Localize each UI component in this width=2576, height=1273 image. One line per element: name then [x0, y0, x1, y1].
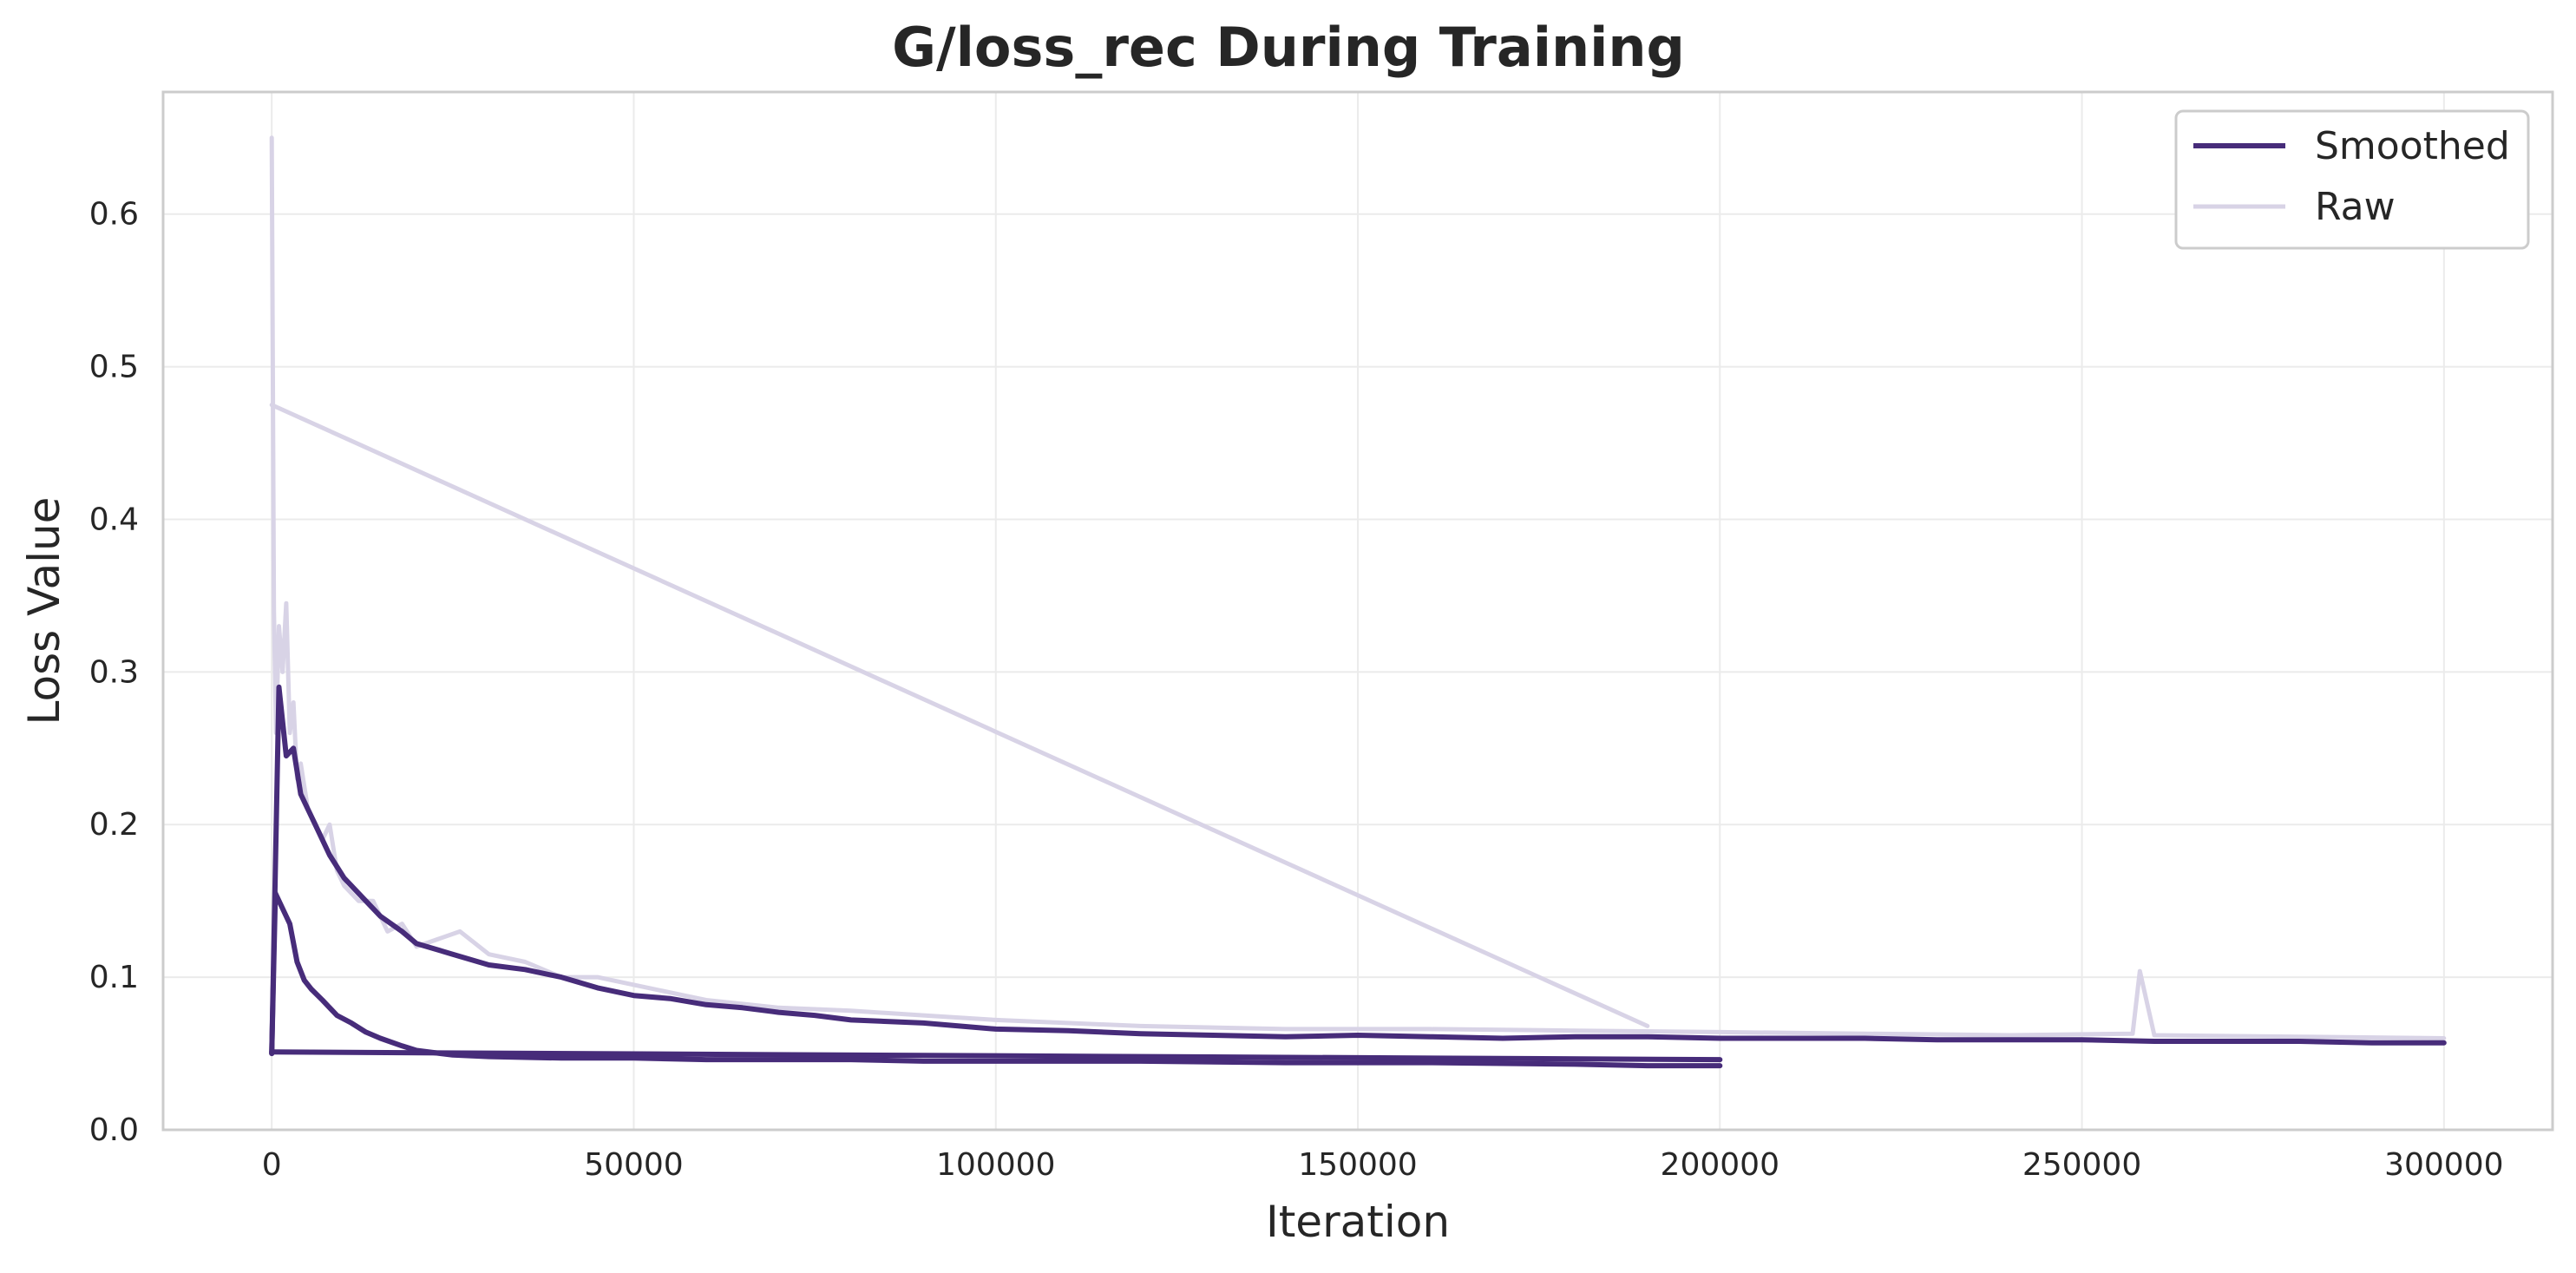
series-line-raw-0: [269, 135, 2447, 1040]
y-tick-label: 0.2: [89, 807, 139, 843]
y-tick-label: 0.0: [89, 1112, 139, 1148]
y-axis-label: Loss Value: [19, 497, 69, 725]
y-tick-label: 0.1: [89, 960, 139, 995]
series-line-smoothed-2: [269, 1049, 1723, 1063]
x-tick-label: 250000: [2022, 1147, 2141, 1183]
grid: [163, 92, 2553, 1131]
y-ticks: 0.0 0.1 0.2 0.3 0.4 0.5 0.6: [89, 197, 139, 1148]
legend: Smoothed Raw: [2174, 109, 2530, 250]
y-tick-label: 0.6: [89, 197, 139, 233]
series-line-smoothed-0: [269, 684, 2447, 1057]
x-tick-label: 300000: [2384, 1147, 2503, 1183]
y-tick-label: 0.5: [89, 350, 139, 385]
y-tick-label: 0.3: [89, 654, 139, 690]
chart-title: G/loss_rec During Training: [892, 16, 1685, 79]
series-line-raw-1: [269, 403, 1650, 1028]
x-ticks: 0 50000 100000 150000 200000 250000 300000: [262, 1147, 2504, 1183]
x-tick-label: 200000: [1661, 1147, 1780, 1183]
x-tick-label: 50000: [584, 1147, 684, 1183]
plot-frame: [161, 90, 2554, 1132]
legend-label-raw: Raw: [2315, 185, 2396, 229]
x-tick-label: 100000: [936, 1147, 1055, 1183]
legend-label-smoothed: Smoothed: [2315, 124, 2510, 168]
x-axis-label: Iteration: [1266, 1197, 1450, 1247]
y-tick-label: 0.4: [89, 502, 139, 537]
x-tick-label: 150000: [1298, 1147, 1417, 1183]
x-tick-label: 0: [262, 1147, 282, 1183]
plot-area: [269, 135, 2447, 1069]
